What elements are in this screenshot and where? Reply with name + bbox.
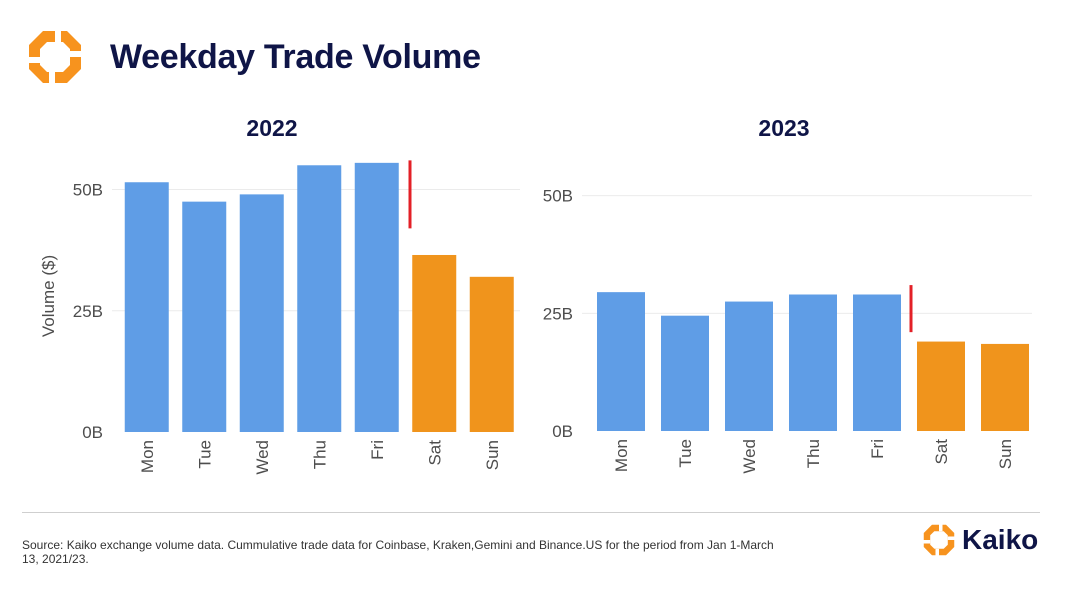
chart-2022-xtick-label: Fri bbox=[368, 440, 387, 460]
chart-2023-bar-mon bbox=[597, 292, 645, 431]
chart-2023-bar-tue bbox=[661, 315, 709, 431]
chart-2023-xtick-label: Wed bbox=[740, 439, 759, 474]
source-note: Source: Kaiko exchange volume data. Cumm… bbox=[22, 538, 774, 566]
chart-2022-bar-thu bbox=[297, 165, 342, 432]
chart-2022-xtick-label: Sat bbox=[425, 440, 444, 466]
chart-2022-bar-sun bbox=[469, 276, 514, 432]
chart-2022-xtick-label: Mon bbox=[138, 440, 157, 473]
chart-2023-bar-wed bbox=[725, 301, 773, 431]
footer-divider bbox=[22, 512, 1040, 513]
chart-2023-xtick-label: Mon bbox=[612, 439, 631, 472]
chart-2022-ytick-label: 0B bbox=[82, 423, 103, 442]
charts-area: 2022 0B 25B 50B Volume ($) Mon Tue Wed Thu Fri Sat… bbox=[39, 115, 1032, 475]
chart-2023-xtick-label: Tue bbox=[676, 439, 695, 468]
chart-2023-xtick-label: Thu bbox=[804, 439, 823, 468]
chart-2023-bar-sat bbox=[917, 341, 965, 431]
chart-2023-ytick-label: 50B bbox=[543, 187, 573, 206]
kaiko-logo-icon bbox=[26, 28, 84, 86]
chart-2022-ytick-label: 25B bbox=[73, 302, 103, 321]
chart-2023-ytick-label: 0B bbox=[552, 422, 573, 441]
kaiko-brand-icon bbox=[922, 523, 956, 557]
chart-2022-ytick-label: 50B bbox=[73, 181, 103, 200]
chart-2023-title: 2023 bbox=[758, 115, 809, 141]
chart-2022-ylabel: Volume ($) bbox=[39, 255, 58, 337]
chart-2022-bar-sat bbox=[412, 254, 457, 432]
chart-2023: 2023 0B 25B 50B Mon Tue Wed Thu Fri Sat Sun bbox=[543, 115, 1032, 474]
chart-2022-bar-fri bbox=[354, 162, 399, 433]
chart-2022-xtick-label: Sun bbox=[483, 440, 502, 470]
chart-2023-xtick-label: Fri bbox=[868, 439, 887, 459]
kaiko-brand: Kaiko bbox=[922, 522, 1038, 558]
chart-2023-bar-sun bbox=[981, 343, 1029, 431]
chart-2023-bar-fri bbox=[853, 294, 901, 431]
chart-2022-xtick-label: Tue bbox=[195, 440, 214, 469]
chart-2023-xtick-label: Sat bbox=[932, 439, 951, 465]
chart-2022-title: 2022 bbox=[246, 115, 297, 141]
chart-2022-bar-mon bbox=[124, 182, 169, 432]
chart-2022-xtick-label: Thu bbox=[310, 440, 329, 469]
chart-2022: 2022 0B 25B 50B Volume ($) Mon Tue Wed Thu Fri Sat… bbox=[39, 115, 520, 475]
chart-2023-xtick-label: Sun bbox=[996, 439, 1015, 469]
chart-2023-bar-thu bbox=[789, 294, 837, 431]
chart-2022-xtick-label: Wed bbox=[253, 440, 272, 475]
chart-2023-ytick-label: 25B bbox=[543, 304, 573, 323]
chart-2022-bar-tue bbox=[182, 201, 227, 432]
chart-2022-bar-wed bbox=[239, 194, 284, 432]
page-title: Weekday Trade Volume bbox=[110, 38, 481, 76]
brand-name: Kaiko bbox=[962, 524, 1039, 555]
